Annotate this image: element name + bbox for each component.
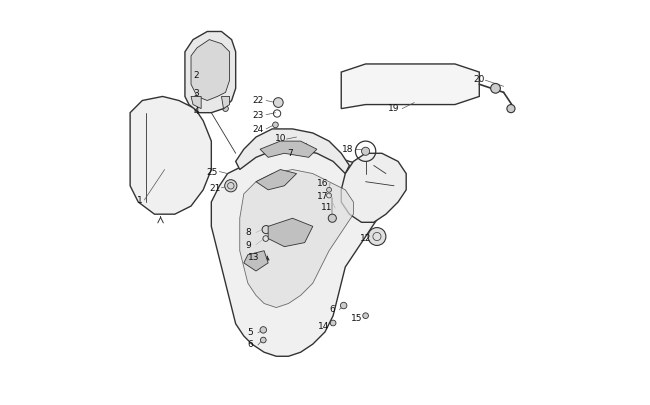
Polygon shape	[260, 142, 317, 158]
Text: 18: 18	[342, 144, 354, 153]
Text: 7: 7	[287, 148, 293, 157]
Circle shape	[507, 105, 515, 113]
Text: 5: 5	[247, 327, 253, 336]
Text: 21: 21	[209, 184, 220, 193]
Polygon shape	[185, 32, 236, 113]
Polygon shape	[256, 170, 296, 190]
Polygon shape	[341, 154, 406, 223]
Polygon shape	[244, 251, 268, 271]
Circle shape	[261, 337, 266, 343]
Polygon shape	[211, 142, 386, 356]
Circle shape	[192, 49, 229, 85]
Text: 22: 22	[252, 96, 264, 105]
Circle shape	[368, 228, 386, 246]
Polygon shape	[268, 219, 313, 247]
Text: 19: 19	[388, 104, 400, 113]
Circle shape	[225, 180, 237, 192]
Circle shape	[274, 98, 283, 108]
Text: 11: 11	[321, 203, 333, 212]
Circle shape	[328, 215, 336, 223]
Polygon shape	[341, 65, 479, 109]
Circle shape	[363, 313, 369, 319]
Text: 24: 24	[252, 125, 264, 134]
Text: 6: 6	[329, 304, 335, 313]
Text: 8: 8	[245, 227, 251, 236]
Text: 13: 13	[248, 253, 260, 262]
Circle shape	[194, 107, 200, 112]
Circle shape	[260, 327, 266, 333]
Text: 23: 23	[252, 111, 264, 119]
Text: 25: 25	[207, 167, 218, 176]
Polygon shape	[130, 97, 211, 215]
Circle shape	[272, 123, 278, 128]
Polygon shape	[236, 130, 349, 174]
Circle shape	[262, 226, 270, 234]
Polygon shape	[191, 97, 201, 109]
Text: 6: 6	[247, 339, 253, 348]
Text: 1: 1	[137, 196, 143, 205]
Text: 4: 4	[193, 107, 199, 116]
Circle shape	[326, 188, 332, 193]
Text: 10: 10	[274, 134, 286, 143]
Text: 20: 20	[474, 75, 485, 84]
Circle shape	[491, 84, 500, 94]
Text: 15: 15	[350, 313, 362, 322]
Circle shape	[330, 320, 336, 326]
Text: 14: 14	[318, 321, 330, 330]
Polygon shape	[240, 170, 354, 308]
Text: 2: 2	[193, 70, 199, 79]
Text: 12: 12	[360, 233, 372, 242]
Text: 16: 16	[317, 179, 329, 188]
Text: 9: 9	[245, 240, 251, 249]
Circle shape	[361, 148, 370, 156]
Text: 17: 17	[317, 192, 329, 200]
Text: 3: 3	[193, 89, 199, 98]
Circle shape	[341, 303, 347, 309]
Circle shape	[223, 107, 228, 112]
Polygon shape	[222, 97, 229, 109]
Polygon shape	[191, 40, 229, 101]
